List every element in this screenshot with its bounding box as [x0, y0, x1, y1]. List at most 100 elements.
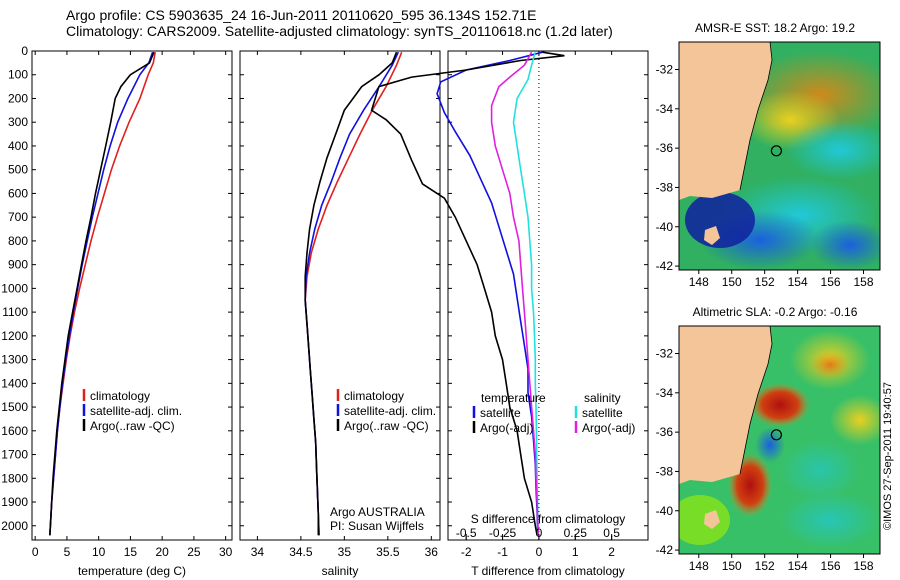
sla-map-land — [679, 326, 772, 484]
map-lat-tick-label: -34 — [656, 102, 674, 116]
map-lon-tick-label: 152 — [755, 559, 775, 573]
figure-title-line2: Climatology: CARS2009. Satellite-adjuste… — [66, 23, 613, 39]
diff-legend-salinity-label: satellite — [582, 406, 623, 420]
depth-tick-label: 600 — [8, 186, 28, 200]
salinity-annotation-line: Argo AUSTRALIA — [330, 505, 425, 519]
temperature-x-tick-label: 30 — [219, 545, 233, 559]
difference-x-tick-label: 0 — [536, 545, 543, 559]
depth-tick-label: 1200 — [1, 329, 28, 343]
diff-s-axis-tick-label: -0.5 — [456, 526, 477, 540]
depth-tick-label: 300 — [8, 115, 28, 129]
difference-x-tick-label: -1 — [497, 545, 508, 559]
difference-panel: -2 -1 0 1 2 T difference from climatology temp… — [370, 50, 649, 578]
depth-tick-label: 1400 — [1, 376, 28, 390]
depth-tick-label: 100 — [8, 68, 28, 82]
depth-tick-label: 2000 — [1, 519, 28, 533]
temperature-x-tick-label: 20 — [155, 545, 169, 559]
map-lat-tick-label: -40 — [656, 504, 674, 518]
map-lat-tick-label: -42 — [656, 543, 674, 557]
sst-map: AMSR-E SST: 18.2 Argo: 19.2 -32 -34 -36 -38… — [656, 21, 881, 289]
salinity-legend-label: Argo(..raw -QC) — [344, 419, 429, 433]
diff-s-axis-tick-label: 0.5 — [603, 526, 620, 540]
map-lat-tick-label: -42 — [656, 259, 674, 273]
map-lon-tick-label: 154 — [788, 275, 808, 289]
temperature-x-tick-label: 10 — [92, 545, 106, 559]
temperature-xlabel: temperature (deg C) — [78, 564, 186, 578]
temperature-legend-label: satellite-adj. clim. — [90, 404, 182, 418]
diff-legend-temperature-title: temperature — [481, 391, 546, 405]
depth-tick-label: 1900 — [1, 495, 28, 509]
map-lon-tick-label: 152 — [755, 275, 775, 289]
map-lon-tick-label: 154 — [788, 559, 808, 573]
sst-map-field — [679, 42, 880, 270]
temperature-panel: 0100200300400500600700800900100011001200… — [1, 44, 232, 578]
temperature-legend-label: Argo(..raw -QC) — [90, 419, 175, 433]
depth-tick-label: 1600 — [1, 424, 28, 438]
temperature-x-tick-label: 15 — [124, 545, 138, 559]
depth-tick-label: 200 — [8, 91, 28, 105]
sst-map-title: AMSR-E SST: 18.2 Argo: 19.2 — [695, 21, 855, 35]
map-lon-tick-label: 158 — [854, 559, 874, 573]
map-lon-tick-label: 150 — [722, 559, 742, 573]
salinity-x-tick-label: 34 — [251, 545, 265, 559]
difference-series-s-argo — [490, 51, 539, 536]
diff-s-axis-label: S difference from climatology — [471, 512, 626, 526]
figure-title-line1: Argo profile: CS 5903635_24 16-Jun-2011 … — [66, 7, 537, 23]
depth-tick-label: 1500 — [1, 400, 28, 414]
depth-tick-label: 900 — [8, 258, 28, 272]
sst-map-land — [679, 42, 772, 200]
diff-legend-salinity-label: Argo(-adj) — [582, 421, 635, 435]
salinity-x-tick-label: 35.5 — [376, 545, 400, 559]
temperature-x-tick-label: 25 — [187, 545, 201, 559]
diff-s-axis-tick-label: 0 — [536, 526, 543, 540]
depth-tick-label: 700 — [8, 210, 28, 224]
depth-tick-label: 400 — [8, 139, 28, 153]
difference-series-t-argo — [370, 51, 565, 536]
map-lon-tick-label: 156 — [821, 559, 841, 573]
difference-series-s-satellite — [512, 51, 539, 536]
salinity-legend-label: climatology — [344, 389, 404, 403]
diff-s-axis-tick-label: 0.25 — [564, 526, 588, 540]
temperature-series-argo — [49, 51, 155, 536]
sla-map-field — [679, 326, 880, 554]
temperature-legend-label: climatology — [90, 389, 150, 403]
map-lat-tick-label: -36 — [656, 425, 674, 439]
salinity-x-tick-label: 35 — [338, 545, 352, 559]
salinity-panel: 34 34.5 35 35.5 36 salinity climatologysatelli… — [239, 50, 441, 578]
salinity-x-tick-label: 36 — [425, 545, 439, 559]
difference-axes-box — [447, 50, 649, 541]
sst-map-profile-marker — [770, 145, 783, 157]
diff-legend-temperature-label: satellite — [480, 406, 521, 420]
diff-s-axis-tick-label: -0.25 — [489, 526, 517, 540]
diff-legend-salinity-title: salinity — [584, 391, 621, 405]
imos-stamp: ©IMOS 27-Sep-2011 19:40:57 — [882, 382, 894, 530]
map-lon-tick-label: 158 — [854, 275, 874, 289]
map-lon-tick-label: 150 — [722, 275, 742, 289]
depth-tick-label: 1100 — [2, 305, 28, 319]
depth-tick-label: 1800 — [1, 471, 28, 485]
temperature-axes-box — [31, 50, 233, 541]
difference-xlabel: T difference from climatology — [471, 564, 625, 578]
map-lat-tick-label: -36 — [656, 141, 674, 155]
salinity-annotation-line: PI: Susan Wijffels — [330, 519, 424, 533]
depth-tick-label: 800 — [8, 234, 28, 248]
salinity-x-tick-label: 34.5 — [289, 545, 313, 559]
sla-map-title: Altimetric SLA: -0.2 Argo: -0.16 — [693, 305, 858, 319]
map-lon-tick-label: 148 — [689, 559, 709, 573]
depth-tick-label: 1300 — [1, 353, 28, 367]
map-lon-tick-label: 156 — [821, 275, 841, 289]
temperature-x-tick-label: 0 — [32, 545, 39, 559]
salinity-axes-box — [239, 50, 441, 541]
depth-tick-label: 0 — [21, 44, 28, 58]
salinity-xlabel: salinity — [322, 564, 359, 578]
map-lon-tick-label: 148 — [689, 275, 709, 289]
map-lat-tick-label: -32 — [656, 347, 674, 361]
sla-map: Altimetric SLA: -0.2 Argo: -0.16 -32 -34 -… — [656, 305, 881, 573]
difference-x-tick-label: 2 — [608, 545, 615, 559]
depth-tick-label: 1000 — [1, 281, 28, 295]
temperature-x-tick-label: 5 — [64, 545, 71, 559]
salinity-legend-label: satellite-adj. clim. — [344, 404, 436, 418]
salinity-series-argo — [304, 51, 398, 536]
diff-legend-temperature-label: Argo(-adj) — [480, 421, 533, 435]
